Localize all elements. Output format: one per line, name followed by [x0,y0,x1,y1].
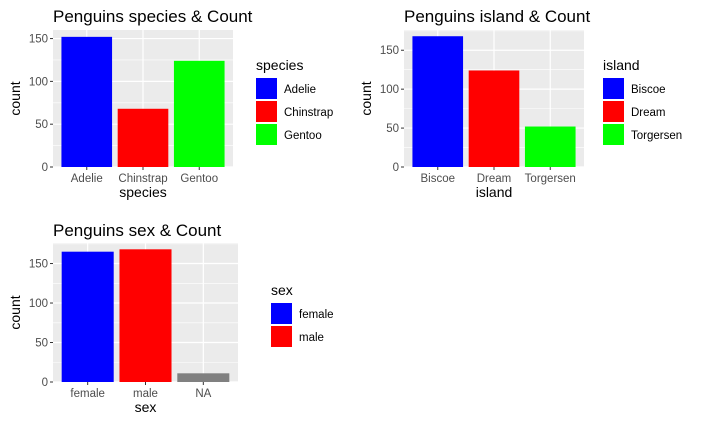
bar-Adelie [61,36,113,167]
chart-title: Penguins species & Count [53,7,253,26]
y-tick-label: 50 [35,338,48,350]
y-tick-label: 100 [29,298,48,310]
x-tick-label: NA [195,388,211,400]
legend-label: Adelie [284,84,316,96]
y-axis-title: count [358,81,374,115]
chart-1: Penguins island & Count 0 50 100 150 Biscoe Dr… [358,7,682,200]
x-tick-label: Gentoo [180,173,218,185]
y-tick-label: 0 [393,162,399,174]
legend-label: Chinstrap [284,107,333,119]
legend: species Adelie Chinstrap Gentoo [256,57,333,145]
bar-Chinstrap [117,108,169,167]
bar-Torgersen [524,126,576,167]
bar-Gentoo [173,60,225,168]
chart-0: Penguins species & Count 0 50 100 150 Adelie C… [7,7,333,200]
y-tick-label: 150 [29,259,48,271]
legend-title: sex [271,282,293,298]
chart-title: Penguins island & Count [404,7,590,26]
bar-Biscoe [412,36,464,168]
x-tick-label: Dream [477,173,512,185]
legend-label: male [299,332,324,344]
legend-key-male [271,326,292,347]
y-tick-label: 0 [42,162,48,174]
legend-key-Biscoe [603,78,624,99]
x-axis-title: sex [135,399,157,415]
y-tick-label: 50 [35,119,48,131]
x-tick-label: Adelie [71,173,103,185]
y-tick-label: 150 [29,34,48,46]
legend-key-Torgersen [603,124,624,145]
bar-Dream [468,70,520,167]
x-tick-label: Torgersen [525,173,576,185]
y-axis-title: count [7,81,23,115]
bar-female [61,251,114,382]
legend-key-Adelie [256,78,277,99]
chart-title: Penguins sex & Count [53,221,221,240]
x-tick-label: Biscoe [420,173,455,185]
bar-NA [177,373,230,382]
legend-title: species [256,57,303,73]
x-tick-label: male [133,388,158,400]
legend-label: Biscoe [631,84,666,96]
legend-title: island [603,57,640,73]
x-tick-label: female [70,388,105,400]
chart-2: Penguins sex & Count 0 50 100 150 female male N… [7,221,334,415]
legend: sex female male [271,282,334,347]
x-axis-title: island [476,184,513,200]
y-tick-label: 0 [42,377,48,389]
legend-key-Dream [603,101,624,122]
y-axis-title: count [7,295,23,329]
legend-key-female [271,303,292,324]
legend-label: female [299,309,334,321]
y-tick-label: 50 [386,123,399,135]
x-tick-label: Chinstrap [118,173,167,185]
y-tick-label: 100 [380,84,399,96]
legend: island Biscoe Dream Torgersen [603,57,682,145]
legend-label: Gentoo [284,130,322,142]
legend-label: Dream [631,107,666,119]
legend-key-Gentoo [256,124,277,145]
y-tick-label: 150 [380,45,399,57]
bar-male [119,249,172,382]
legend-key-Chinstrap [256,101,277,122]
x-axis-title: species [119,184,166,200]
legend-label: Torgersen [631,130,682,142]
y-tick-label: 100 [29,76,48,88]
